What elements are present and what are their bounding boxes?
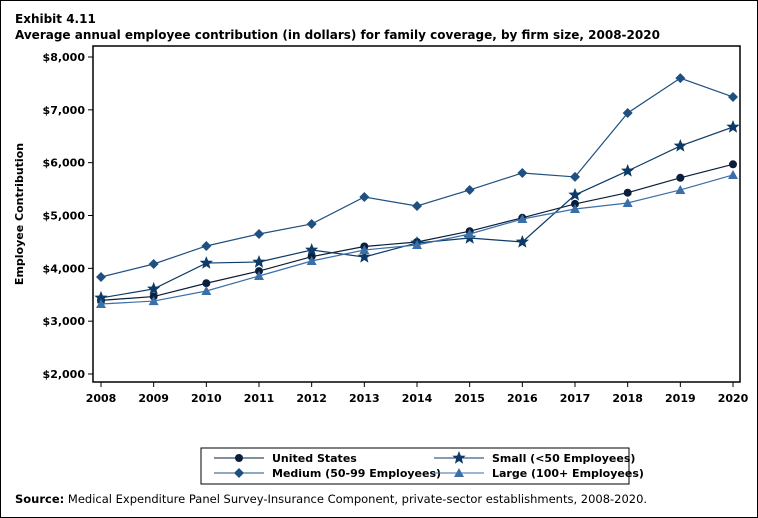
- x-tick-label: 2013: [349, 392, 380, 405]
- x-tick-label: 2012: [296, 392, 327, 405]
- legend-label: Medium (50-99 Employees): [272, 467, 441, 480]
- data-point: [148, 296, 159, 306]
- data-point: [622, 108, 633, 119]
- data-point: [623, 188, 632, 197]
- data-point: [675, 184, 686, 194]
- legend-marker: [454, 468, 464, 477]
- data-point: [675, 73, 686, 84]
- y-tick-label: $2,000: [43, 368, 86, 381]
- data-point: [201, 240, 212, 251]
- data-point: [305, 243, 319, 256]
- legend-label: Small (<50 Employees): [492, 452, 635, 465]
- series-medium-50-99-employees: [96, 73, 738, 282]
- data-point: [252, 255, 266, 268]
- y-tick-label: $6,000: [43, 157, 86, 170]
- y-tick-label: $3,000: [43, 315, 86, 328]
- exhibit-label: Exhibit 4.11: [15, 12, 96, 26]
- legend: [200, 447, 630, 485]
- data-point: [96, 298, 106, 308]
- x-tick-label: 2019: [665, 392, 696, 405]
- legend-marker: [452, 451, 466, 464]
- x-tick-label: 2011: [244, 392, 275, 405]
- legend-item: Medium (50-99 Employees): [214, 467, 441, 480]
- legend-marker: [234, 468, 244, 478]
- data-point: [568, 187, 582, 201]
- legend-label: United States: [272, 452, 357, 465]
- data-point: [726, 120, 740, 133]
- data-point: [728, 91, 738, 102]
- x-tick-label: 2016: [507, 392, 538, 405]
- source-label: Source:: [15, 492, 65, 506]
- series-line: [100, 126, 734, 299]
- series-line: [100, 163, 734, 301]
- data-point: [412, 239, 422, 249]
- data-point: [359, 245, 370, 255]
- y-tick-label: $5,000: [43, 210, 86, 223]
- data-point: [306, 255, 317, 265]
- data-point: [148, 259, 159, 270]
- data-point: [147, 281, 161, 295]
- data-point: [673, 139, 687, 152]
- data-point: [621, 164, 635, 177]
- y-tick-label: $4,000: [43, 262, 86, 275]
- data-point: [676, 173, 685, 182]
- data-point: [622, 197, 633, 207]
- x-tick-label: 2020: [718, 392, 749, 405]
- legend-item: Small (<50 Employees): [434, 451, 635, 465]
- data-point: [570, 171, 580, 182]
- x-tick-label: 2010: [191, 392, 222, 405]
- y-tick-label: $8,000: [43, 51, 86, 64]
- y-tick-label: $7,000: [43, 104, 86, 117]
- data-point: [96, 271, 106, 282]
- x-tick-label: 2008: [86, 392, 117, 405]
- x-tick-label: 2015: [454, 392, 485, 405]
- x-tick-label: 2018: [612, 392, 643, 405]
- legend-item: United States: [214, 452, 357, 465]
- x-tick-label: 2009: [138, 392, 169, 405]
- data-point: [517, 167, 528, 178]
- data-point: [254, 228, 264, 239]
- data-point: [357, 250, 371, 263]
- legend-marker: [235, 454, 243, 462]
- x-tick-label: 2014: [402, 392, 433, 405]
- legend-label: Large (100+ Employees): [492, 467, 644, 480]
- data-point: [464, 228, 475, 238]
- data-point: [515, 235, 529, 248]
- data-point: [254, 270, 264, 280]
- data-point: [202, 279, 211, 288]
- data-point: [359, 192, 370, 203]
- data-point: [570, 204, 580, 214]
- data-point: [571, 199, 579, 208]
- data-point: [464, 184, 475, 195]
- series-united-states: [97, 160, 737, 305]
- source-text: Medical Expenditure Panel Survey-Insuran…: [64, 492, 648, 506]
- data-point: [729, 160, 737, 169]
- plot-frame: [92, 45, 741, 383]
- x-tick-label: 2017: [560, 392, 591, 405]
- data-point: [199, 256, 213, 269]
- data-point: [412, 200, 422, 211]
- data-point: [94, 290, 108, 304]
- data-point: [201, 285, 212, 295]
- data-point: [728, 169, 738, 179]
- series-small-50-employees: [94, 120, 740, 304]
- y-axis-label: Employee Contribution: [13, 143, 26, 285]
- data-point: [517, 213, 528, 223]
- source-note: Source: Medical Expenditure Panel Survey…: [15, 492, 647, 506]
- series-large-100-employees: [96, 169, 738, 308]
- legend-item: Large (100+ Employees): [434, 467, 644, 480]
- chart-title: Average annual employee contribution (in…: [15, 28, 660, 42]
- data-point: [306, 218, 317, 229]
